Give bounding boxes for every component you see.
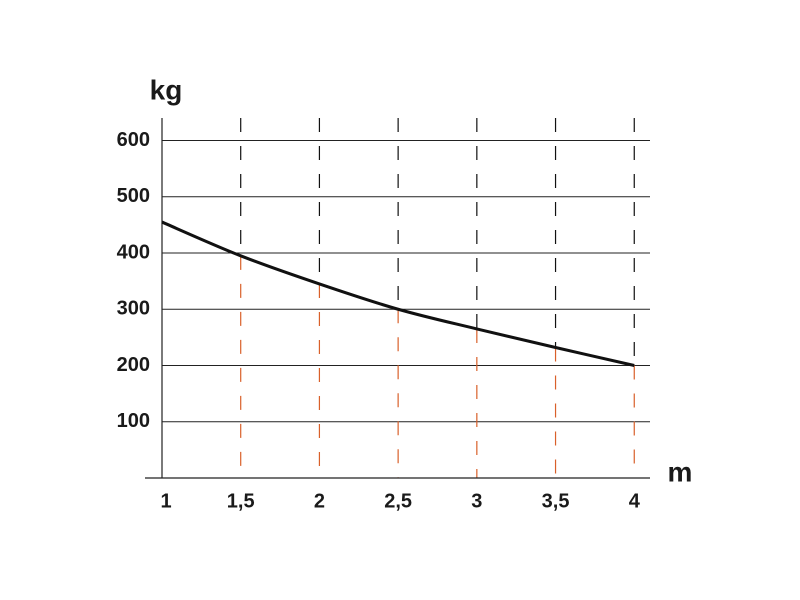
load-curve — [161, 220, 635, 367]
x-tick-label: 3,5 — [542, 490, 570, 512]
x-tick-label: 1,5 — [227, 490, 255, 512]
y-tick-label: 400 — [117, 241, 150, 263]
x-tick-label: 2 — [314, 490, 325, 512]
y-tick-label: 500 — [117, 185, 150, 207]
x-axis-title: m — [668, 456, 693, 487]
x-tick-label: 1 — [160, 490, 171, 512]
y-tick-label: 600 — [117, 129, 150, 151]
y-axis-title: kg — [150, 74, 183, 105]
y-tick-label: 300 — [117, 298, 150, 320]
x-tick-label: 3 — [471, 490, 482, 512]
y-tick-label: 100 — [117, 410, 150, 432]
y-tick-label: 200 — [117, 354, 150, 376]
x-tick-label: 4 — [629, 490, 641, 512]
x-tick-label: 2,5 — [384, 490, 412, 512]
